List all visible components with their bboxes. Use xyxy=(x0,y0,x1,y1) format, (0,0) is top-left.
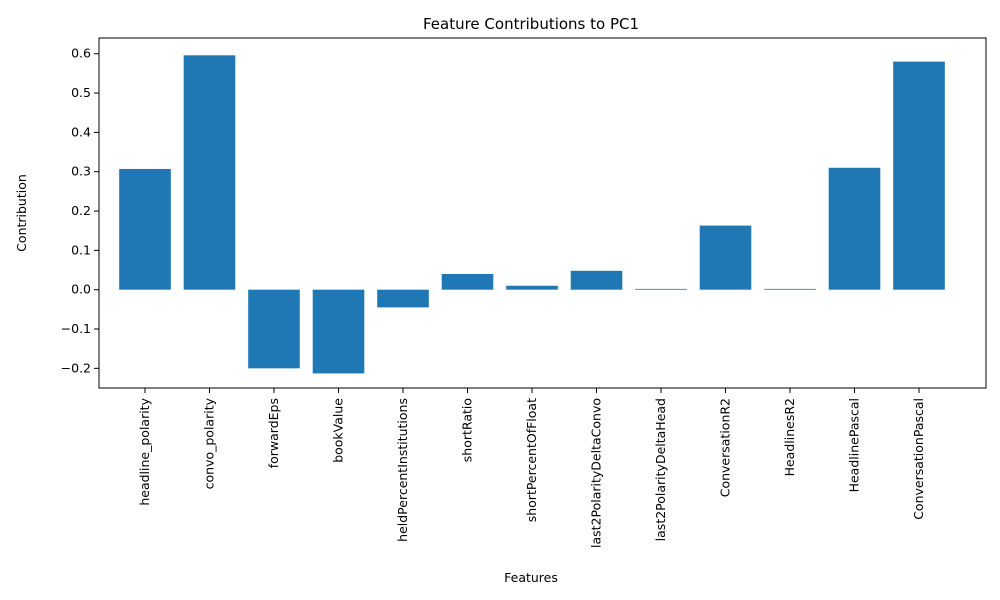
x-tick-label: ConversationPascal xyxy=(911,398,926,520)
bar-HeadlinePascal xyxy=(828,167,881,290)
y-tick-label: −0.1 xyxy=(61,321,91,336)
bar-heldPercentInstitutions xyxy=(377,289,429,308)
x-tick-label: shortPercentOfFloat xyxy=(524,398,539,522)
bar-HeadlinesR2 xyxy=(764,288,816,290)
y-tick-label: 0.0 xyxy=(71,282,91,297)
x-tick-label: forwardEps xyxy=(266,398,281,468)
y-tick-label: 0.1 xyxy=(71,242,91,257)
x-tick-label: ConversationR2 xyxy=(718,398,733,497)
chart-title: Feature Contributions to PC1 xyxy=(423,15,639,33)
y-tick-label: 0.6 xyxy=(71,46,91,61)
x-axis-label: Features xyxy=(504,570,558,585)
x-tick-label: convo_polarity xyxy=(202,397,217,489)
bar-ConversationR2 xyxy=(699,225,752,290)
y-axis-label: Contribution xyxy=(14,174,29,252)
x-tick-label: last2PolarityDeltaHead xyxy=(653,398,668,541)
bar-last2PolarityDeltaConvo xyxy=(570,270,623,290)
bar-convo_polarity xyxy=(183,55,236,290)
bar-shortPercentOfFloat xyxy=(506,285,558,290)
x-tick-label: HeadlinesR2 xyxy=(782,398,797,476)
x-tick-label: HeadlinePascal xyxy=(847,398,862,492)
x-tick-label: last2PolarityDeltaConvo xyxy=(589,398,604,548)
x-tick-label: headline_polarity xyxy=(137,397,152,505)
bar-last2PolarityDeltaHead xyxy=(635,288,687,290)
bar-bookValue xyxy=(312,289,365,374)
plot-frame xyxy=(98,37,987,389)
x-tick-label: bookValue xyxy=(331,398,346,463)
bar-ConversationPascal xyxy=(893,61,945,290)
y-tick-label: 0.3 xyxy=(71,164,91,179)
y-tick-label: 0.4 xyxy=(71,124,91,139)
x-tick-label: heldPercentInstitutions xyxy=(395,398,410,542)
y-tick-label: 0.5 xyxy=(71,85,91,100)
plot-area: −0.2 −0.1 0.0 0.1 0.2 0.3 0.4 0.5 0.6 headline_po… xyxy=(61,46,945,548)
bar-forwardEps xyxy=(248,289,300,369)
y-tick-label: 0.2 xyxy=(71,203,91,218)
x-tick-label: shortRatio xyxy=(460,398,475,462)
y-tick-label: −0.2 xyxy=(61,360,91,375)
bar-shortRatio xyxy=(441,273,494,290)
bar-headline_polarity xyxy=(119,168,171,290)
